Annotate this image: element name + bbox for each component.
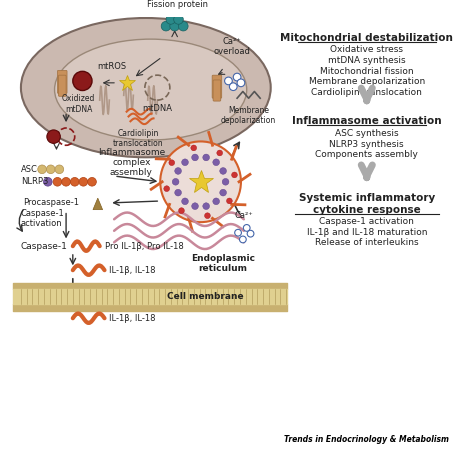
FancyBboxPatch shape <box>213 80 221 101</box>
Circle shape <box>220 189 227 196</box>
Circle shape <box>175 168 182 174</box>
Text: Inflammasome
complex
assembly: Inflammasome complex assembly <box>98 148 165 177</box>
Text: mtDNA synthesis: mtDNA synthesis <box>328 56 406 65</box>
Text: Trends in Endocrinology & Metabolism: Trends in Endocrinology & Metabolism <box>284 435 449 444</box>
Ellipse shape <box>55 39 246 140</box>
FancyBboxPatch shape <box>212 75 222 98</box>
Circle shape <box>71 177 79 186</box>
Circle shape <box>203 154 210 161</box>
Circle shape <box>38 165 46 174</box>
Circle shape <box>220 168 227 174</box>
Text: Release of interleukins: Release of interleukins <box>315 239 419 248</box>
Text: Cardiolipin translocation: Cardiolipin translocation <box>311 88 422 96</box>
Text: Components assembly: Components assembly <box>315 150 418 159</box>
FancyBboxPatch shape <box>58 75 66 96</box>
Circle shape <box>205 213 210 218</box>
Circle shape <box>222 178 229 185</box>
Circle shape <box>191 203 199 209</box>
Ellipse shape <box>21 18 271 157</box>
Circle shape <box>62 177 71 186</box>
Circle shape <box>235 229 241 236</box>
Circle shape <box>53 177 62 186</box>
Text: Ca²⁺: Ca²⁺ <box>235 211 253 220</box>
Circle shape <box>217 150 223 156</box>
Text: Caspase-1
activation: Caspase-1 activation <box>21 208 64 228</box>
Circle shape <box>237 79 245 87</box>
Text: Membrane depolarization: Membrane depolarization <box>309 77 425 86</box>
Text: Oxidative stress: Oxidative stress <box>330 45 403 54</box>
Text: Ca²⁺
overload: Ca²⁺ overload <box>214 37 251 56</box>
Circle shape <box>182 198 188 205</box>
Text: Endoplasmic
reticulum: Endoplasmic reticulum <box>191 254 255 273</box>
Text: Caspase-1: Caspase-1 <box>21 242 68 251</box>
Circle shape <box>225 77 232 85</box>
Circle shape <box>175 189 182 196</box>
Circle shape <box>164 186 170 191</box>
Circle shape <box>213 198 219 205</box>
Text: Membrane
depolarization: Membrane depolarization <box>221 106 276 125</box>
Text: Mitochondrial fission: Mitochondrial fission <box>320 67 414 75</box>
Circle shape <box>239 236 246 243</box>
FancyBboxPatch shape <box>57 70 67 93</box>
Circle shape <box>46 165 55 174</box>
Text: Mitochondrial destabilization: Mitochondrial destabilization <box>280 33 453 43</box>
Text: Cardiolipin
translocation: Cardiolipin translocation <box>113 129 164 149</box>
Text: Inflammasome activation: Inflammasome activation <box>292 117 442 127</box>
Text: mtDNA: mtDNA <box>142 104 173 113</box>
Text: ASC synthesis: ASC synthesis <box>335 129 399 138</box>
Circle shape <box>88 177 96 186</box>
Circle shape <box>232 172 237 178</box>
Circle shape <box>182 159 188 165</box>
Circle shape <box>243 224 250 231</box>
Circle shape <box>227 198 232 204</box>
Circle shape <box>169 160 174 165</box>
Text: mtROS: mtROS <box>98 62 127 71</box>
Circle shape <box>173 15 183 24</box>
Text: Systemic inflammatory
cytokine response: Systemic inflammatory cytokine response <box>299 193 435 215</box>
Circle shape <box>247 230 254 237</box>
Text: Pro IL-1β, Pro IL-18: Pro IL-1β, Pro IL-18 <box>104 242 183 251</box>
Circle shape <box>203 203 210 209</box>
Circle shape <box>179 208 184 213</box>
Text: IL-1β, IL-18: IL-1β, IL-18 <box>109 314 156 323</box>
Circle shape <box>170 21 180 31</box>
Text: ASC: ASC <box>21 165 38 174</box>
Text: NLRP3 synthesis: NLRP3 synthesis <box>329 139 404 149</box>
Circle shape <box>166 15 175 24</box>
Circle shape <box>172 178 179 185</box>
Circle shape <box>179 21 188 31</box>
Text: IL-1β and IL-18 maturation: IL-1β and IL-18 maturation <box>307 228 427 237</box>
Circle shape <box>47 130 60 143</box>
Circle shape <box>213 159 219 165</box>
Text: Procaspase-1: Procaspase-1 <box>23 198 79 207</box>
Circle shape <box>79 177 88 186</box>
Circle shape <box>160 142 241 222</box>
Text: NLRP3: NLRP3 <box>21 177 48 186</box>
Text: Oxidized
mtDNA: Oxidized mtDNA <box>62 94 95 114</box>
Circle shape <box>191 145 197 151</box>
Circle shape <box>229 83 237 90</box>
Circle shape <box>161 21 171 31</box>
Text: Caspase-1 activation: Caspase-1 activation <box>319 218 414 226</box>
Text: Cell membrane: Cell membrane <box>167 292 244 301</box>
Circle shape <box>44 177 52 186</box>
Text: Fission protein: Fission protein <box>147 0 208 9</box>
Circle shape <box>233 73 241 81</box>
Circle shape <box>73 71 92 90</box>
Circle shape <box>55 165 64 174</box>
Text: IL-1β, IL-18: IL-1β, IL-18 <box>109 266 156 275</box>
Polygon shape <box>93 198 102 210</box>
Circle shape <box>191 154 199 161</box>
